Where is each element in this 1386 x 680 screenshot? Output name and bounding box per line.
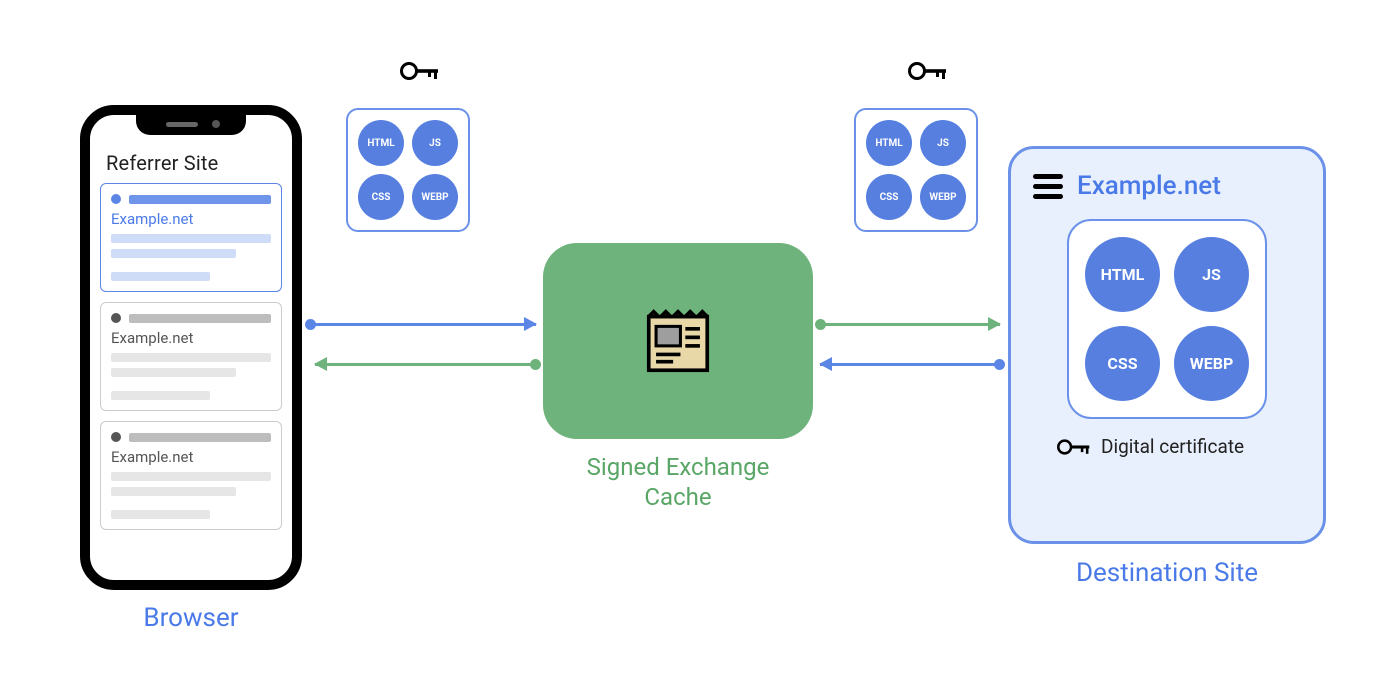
asset-circle-js: JS	[412, 120, 458, 166]
asset-bundle: HTML JS CSS WEBP	[346, 108, 470, 232]
asset-circle-webp: WEBP	[412, 174, 458, 220]
asset-circle-webp: WEBP	[1174, 326, 1249, 401]
result-card: Example.net	[100, 302, 282, 411]
asset-circle-html: HTML	[358, 120, 404, 166]
destination-header: Example.net	[1011, 149, 1323, 207]
placeholder-lines	[111, 472, 271, 519]
sxg-cache-label: Signed Exchange Cache	[543, 452, 813, 512]
cache-label-line2: Cache	[644, 483, 711, 511]
asset-circle-html: HTML	[866, 120, 912, 166]
result-card-selected: Example.net	[100, 183, 282, 292]
phone-frame: Referrer Site Example.net Example.net	[80, 105, 302, 590]
arrow-cache-to-browser	[315, 363, 536, 366]
arrow-browser-to-cache	[310, 323, 536, 326]
result-card-title: Example.net	[111, 329, 271, 347]
phone-screen: Referrer Site Example.net Example.net	[100, 147, 282, 570]
diagram-stage: Referrer Site Example.net Example.net	[0, 0, 1386, 680]
bullet-icon	[111, 432, 121, 442]
asset-circle-css: CSS	[866, 174, 912, 220]
sxg-cache-box	[543, 243, 813, 439]
destination-site-label: Destination Site	[1008, 558, 1326, 588]
asset-circle-webp: WEBP	[920, 174, 966, 220]
placeholder-bar	[129, 433, 271, 442]
digital-certificate-row: Digital certificate	[1011, 419, 1323, 458]
bullet-icon	[111, 194, 121, 204]
digital-certificate-label: Digital certificate	[1101, 435, 1244, 458]
phone-notch	[136, 113, 246, 135]
placeholder-lines	[111, 234, 271, 281]
asset-bundle-large: HTML JS CSS WEBP	[1067, 219, 1267, 419]
key-icon	[400, 60, 440, 82]
placeholder-lines	[111, 353, 271, 400]
asset-circle-js: JS	[920, 120, 966, 166]
hamburger-icon	[1033, 174, 1063, 199]
asset-circle-html: HTML	[1085, 237, 1160, 312]
asset-circle-css: CSS	[1085, 326, 1160, 401]
cache-label-line1: Signed Exchange	[587, 453, 770, 481]
bullet-icon	[111, 313, 121, 323]
placeholder-bar	[129, 314, 271, 323]
result-card-title: Example.net	[111, 210, 271, 228]
result-card: Example.net	[100, 421, 282, 530]
asset-circle-js: JS	[1174, 237, 1249, 312]
key-icon	[908, 60, 948, 82]
destination-title: Example.net	[1077, 171, 1221, 201]
browser-label: Browser	[80, 603, 302, 633]
asset-bundle: HTML JS CSS WEBP	[854, 108, 978, 232]
destination-panel: Example.net HTML JS CSS WEBP Digital cer…	[1008, 146, 1326, 544]
referrer-site-title: Referrer Site	[100, 147, 282, 183]
arrow-destination-to-cache	[820, 363, 1000, 366]
result-card-title: Example.net	[111, 448, 271, 466]
arrow-cache-to-destination	[820, 323, 1000, 326]
key-icon	[1057, 437, 1091, 457]
placeholder-bar	[129, 195, 271, 204]
asset-circle-css: CSS	[358, 174, 404, 220]
newspaper-icon	[639, 302, 717, 380]
